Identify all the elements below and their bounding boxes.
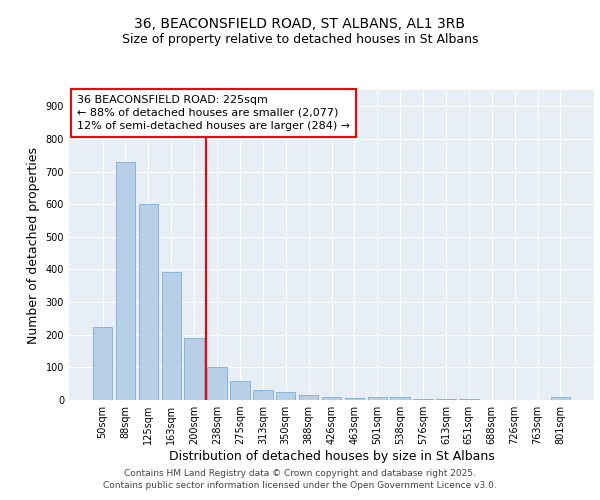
Bar [253, 390, 272, 400]
Bar [276, 392, 295, 400]
Bar [391, 396, 410, 400]
Bar [93, 326, 112, 400]
Bar [551, 398, 570, 400]
Text: Size of property relative to detached houses in St Albans: Size of property relative to detached ho… [122, 32, 478, 46]
Y-axis label: Number of detached properties: Number of detached properties [27, 146, 40, 344]
Text: Contains public sector information licensed under the Open Government Licence v3: Contains public sector information licen… [103, 481, 497, 490]
X-axis label: Distribution of detached houses by size in St Albans: Distribution of detached houses by size … [169, 450, 494, 463]
Bar [208, 368, 227, 400]
Bar [161, 272, 181, 400]
Bar [322, 396, 341, 400]
Bar [139, 204, 158, 400]
Bar [368, 396, 387, 400]
Bar [344, 398, 364, 400]
Bar [184, 338, 204, 400]
Text: 36 BEACONSFIELD ROAD: 225sqm
← 88% of detached houses are smaller (2,077)
12% of: 36 BEACONSFIELD ROAD: 225sqm ← 88% of de… [77, 94, 350, 131]
Text: 36, BEACONSFIELD ROAD, ST ALBANS, AL1 3RB: 36, BEACONSFIELD ROAD, ST ALBANS, AL1 3R… [134, 18, 466, 32]
Bar [230, 382, 250, 400]
Bar [299, 395, 319, 400]
Text: Contains HM Land Registry data © Crown copyright and database right 2025.: Contains HM Land Registry data © Crown c… [124, 468, 476, 477]
Bar [116, 162, 135, 400]
